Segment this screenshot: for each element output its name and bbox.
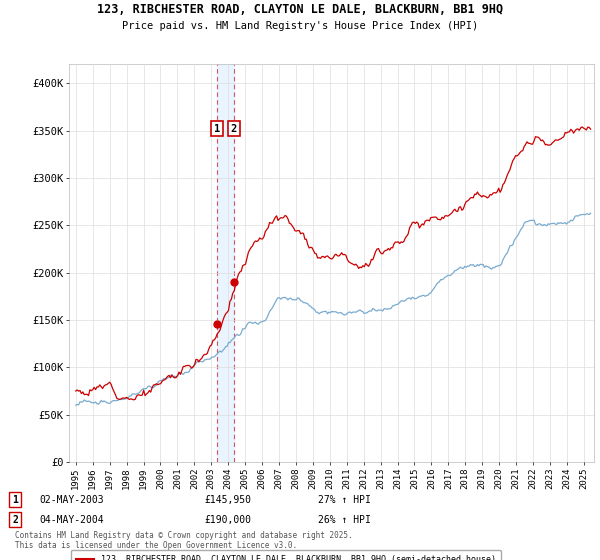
Bar bbox=[217, 64, 234, 462]
Legend: 123, RIBCHESTER ROAD, CLAYTON LE DALE, BLACKBURN, BB1 9HQ (semi-detached house),: 123, RIBCHESTER ROAD, CLAYTON LE DALE, B… bbox=[71, 550, 500, 560]
Text: £190,000: £190,000 bbox=[204, 515, 251, 525]
Text: 1: 1 bbox=[12, 494, 18, 505]
Text: This data is licensed under the Open Government Licence v3.0.: This data is licensed under the Open Gov… bbox=[15, 541, 297, 550]
Text: 02-MAY-2003: 02-MAY-2003 bbox=[39, 494, 104, 505]
Text: 1: 1 bbox=[214, 124, 220, 134]
Text: 2: 2 bbox=[12, 515, 18, 525]
Text: 04-MAY-2004: 04-MAY-2004 bbox=[39, 515, 104, 525]
Text: 2: 2 bbox=[230, 124, 237, 134]
Text: Contains HM Land Registry data © Crown copyright and database right 2025.: Contains HM Land Registry data © Crown c… bbox=[15, 531, 353, 540]
Text: 26% ↑ HPI: 26% ↑ HPI bbox=[318, 515, 371, 525]
Text: Price paid vs. HM Land Registry's House Price Index (HPI): Price paid vs. HM Land Registry's House … bbox=[122, 21, 478, 31]
Text: £145,950: £145,950 bbox=[204, 494, 251, 505]
Text: 27% ↑ HPI: 27% ↑ HPI bbox=[318, 494, 371, 505]
Text: 123, RIBCHESTER ROAD, CLAYTON LE DALE, BLACKBURN, BB1 9HQ: 123, RIBCHESTER ROAD, CLAYTON LE DALE, B… bbox=[97, 3, 503, 16]
